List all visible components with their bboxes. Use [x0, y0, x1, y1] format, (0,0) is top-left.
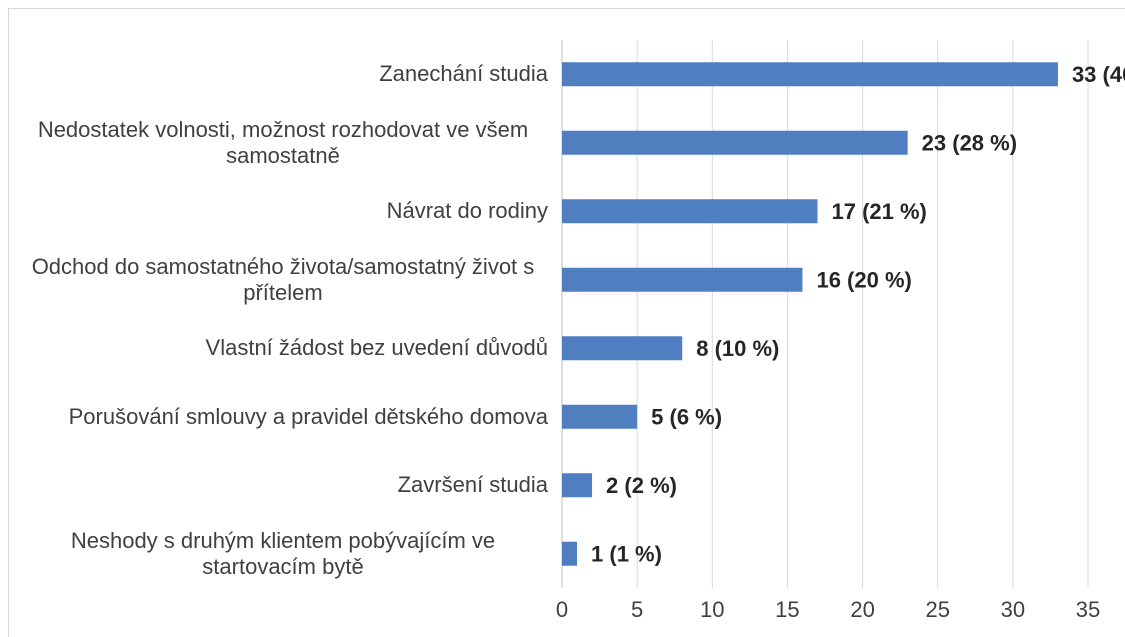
data-label: 5 (6 %) — [651, 405, 722, 430]
x-tick-label: 35 — [1076, 597, 1100, 622]
category-text: Návrat do rodiny — [386, 198, 548, 224]
x-tick-label: 10 — [700, 597, 724, 622]
x-tick-label: 30 — [1001, 597, 1025, 622]
y-tick-label: Neshody s druhým klientem pobývajícím ve… — [0, 528, 548, 580]
bar — [562, 199, 818, 224]
y-tick-label: Završení studia — [0, 472, 548, 498]
x-tick-label: 25 — [925, 597, 949, 622]
x-tick-label: 15 — [775, 597, 799, 622]
y-tick-label: Návrat do rodiny — [0, 198, 548, 224]
category-text: Zanechání studia — [379, 61, 548, 87]
x-tick-label: 0 — [556, 597, 568, 622]
y-tick-label: Nedostatek volnosti, možnost rozhodovat … — [0, 117, 548, 169]
y-tick-label: Porušování smlouvy a pravidel dětského d… — [0, 404, 548, 430]
chart-border — [8, 8, 1125, 637]
data-label: 2 (2 %) — [606, 473, 677, 498]
data-label: 8 (10 %) — [696, 336, 779, 361]
y-tick-label: Vlastní žádost bez uvedení důvodů — [0, 335, 548, 361]
category-text: Nedostatek volnosti, možnost rozhodovat … — [37, 116, 529, 168]
data-label: 1 (1 %) — [591, 542, 662, 567]
bar — [562, 541, 578, 566]
category-text: Vlastní žádost bez uvedení důvodů — [205, 335, 548, 361]
data-label: 33 (40 %) — [1072, 62, 1125, 87]
bar — [562, 130, 908, 155]
data-label: 23 (28 %) — [922, 131, 1017, 156]
bar — [562, 62, 1058, 87]
bar — [562, 404, 638, 429]
bar — [562, 336, 683, 361]
bar — [562, 267, 803, 292]
data-label: 16 (20 %) — [816, 268, 911, 293]
category-text: Neshody s druhým klientem pobývajícím ve… — [70, 527, 496, 579]
y-tick-label: Zanechání studia — [0, 61, 548, 87]
category-text: Porušování smlouvy a pravidel dětského d… — [68, 403, 548, 429]
x-tick-label: 20 — [850, 597, 874, 622]
bar — [562, 473, 593, 498]
x-tick-label: 5 — [631, 597, 643, 622]
y-tick-label: Odchod do samostatného života/samostatný… — [0, 254, 548, 306]
data-label: 17 (21 %) — [831, 199, 926, 224]
category-text: Odchod do samostatného života/samostatný… — [31, 253, 535, 305]
category-text: Završení studia — [397, 472, 548, 498]
